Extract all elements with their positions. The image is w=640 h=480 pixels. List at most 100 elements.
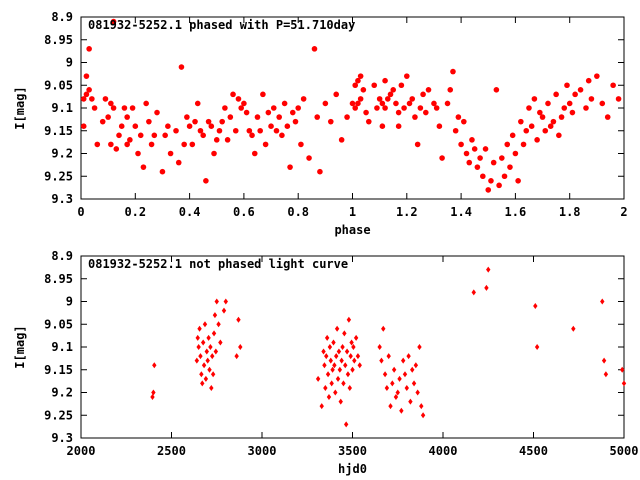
phased-data-point [80,123,87,129]
phased-data-point [387,91,394,98]
phased-data-point [490,159,497,166]
unphased-data-point [337,366,343,373]
unphased-data-point [377,344,382,350]
unphased-data-point [340,344,345,350]
phased-data-point [531,96,538,102]
phased-data-point [371,82,378,89]
unphased-data-point [330,366,335,373]
unphased-data-point [381,325,386,332]
phased-data-point [507,164,513,170]
unphased-data-point [329,380,334,387]
phased-data-point [553,91,559,98]
unphased-x-axis: 2000 2500 3000 3500 4000 4500 5000 [67,256,639,458]
unphased-data-point [238,344,243,350]
phased-data-point [127,137,133,143]
unphased-data-point [322,362,327,369]
phased-data-point [178,64,185,70]
phased-data-point [376,96,383,102]
phased-data-point [604,114,611,120]
unphased-data-point [621,380,627,387]
phased-data-point [327,118,334,125]
phased-data-point [108,141,114,148]
phased-data-point [395,109,402,116]
unphased-x-tick-label: 5000 [610,444,639,458]
phased-data-point [295,105,302,111]
phased-data-point [452,127,459,134]
phased-data-point [238,105,244,111]
phased-data-point [102,96,109,102]
unphased-data-point [420,412,426,419]
phased-data-point [116,132,122,139]
phased-data-point [121,105,128,111]
phased-data-point [444,100,451,107]
phased-data-point [615,96,622,102]
phased-data-point [352,105,359,111]
phased-data-point [276,114,282,120]
phased-data-point [417,105,424,111]
unphased-data-point [347,384,352,391]
unphased-data-point [200,339,206,346]
phased-data-point [357,96,364,102]
unphased-data-point [152,362,157,369]
unphased-y-tick-label: 9.05 [44,317,73,331]
phased-data-point [488,178,494,184]
unphased-data-point [321,348,326,355]
phased-data-point [298,141,304,148]
phased-data-point [213,137,220,143]
phased-data-point [140,164,147,170]
unphased-data-point [336,348,342,355]
unphased-y-axis-title: I[mag] [13,325,27,368]
phased-data-point [257,127,263,134]
phased-data-point [550,118,557,125]
unphased-data-point [324,334,330,341]
unphased-data-point [571,325,576,332]
unphased-data-point [212,312,218,319]
phased-data-point [254,114,261,120]
unphased-data-point [221,307,227,314]
phased-y-tick-label: 8.9 [51,10,73,24]
phased-data-point [197,127,204,134]
unphased-data-point [333,389,338,396]
unphased-data-point [236,316,241,323]
unphased-data-point [408,398,413,405]
phased-data-point [447,87,454,93]
unphased-data-point [204,348,209,355]
phased-data-point [151,132,158,139]
unphased-data-point [397,375,402,382]
phased-data-point [279,132,285,139]
phased-data-point [86,46,92,52]
phased-x-tick-label: 2 [620,205,627,219]
unphased-data-point [343,421,349,428]
unphased-data-point [390,380,395,387]
phased-data-point [260,91,266,98]
phased-y-tick-label: 9.2 [51,147,73,161]
unphased-data-point [357,362,362,369]
phased-data-point [566,100,573,107]
unphased-x-tick-label: 3000 [248,444,277,458]
unphased-data-point [400,357,406,364]
unphased-data-point [328,357,333,364]
phased-data-point [520,141,527,148]
phased-x-tick-label: 1.2 [396,205,418,219]
unphased-data-point [417,344,422,350]
phased-plot-title: 081932-5252.1 phased with P=51.710day [88,18,355,32]
phased-data-point [406,100,413,107]
unphased-plot-title: 081932-5252.1 not phased light curve [88,257,348,271]
phased-data-point [395,123,402,129]
phased-data-point [528,123,535,129]
unphased-y-axis: 8.9 8.95 9 9.05 9.1 9.15 9.2 9.25 9.3 [44,249,624,445]
phased-data-point [249,132,255,139]
phased-data-point [564,82,570,89]
unphased-data-points [150,266,627,428]
unphased-data-point [339,357,344,364]
unphased-x-tick-label: 4000 [429,444,458,458]
unphased-data-point [218,339,223,346]
unphased-data-point [196,344,201,350]
phased-data-point [477,155,483,161]
phased-data-point [265,109,272,116]
phased-data-point [110,105,117,111]
phased-x-tick-label: 1.4 [450,205,472,219]
unphased-panel: 8.9 8.95 9 9.05 9.1 9.15 9.2 9.25 9.3 2000 2500 30… [13,249,638,476]
phased-data-point [99,118,106,125]
unphased-data-point [379,357,384,364]
